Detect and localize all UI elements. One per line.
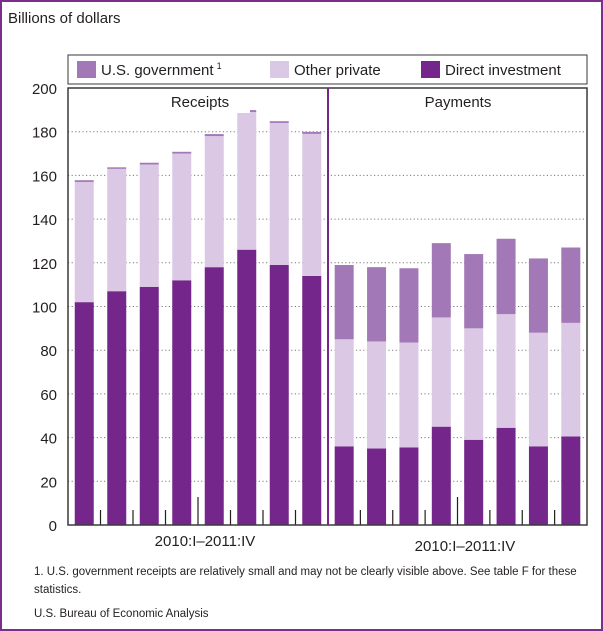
bar-other_private	[237, 112, 257, 250]
bar-direct_investment	[204, 267, 224, 525]
x-axis-label-payments: 2010:I–2011:IV	[415, 538, 516, 555]
y-axis-label: Billions of dollars	[8, 10, 121, 27]
panel-title-bg-receipts	[150, 91, 250, 113]
bar-direct_investment	[334, 446, 354, 525]
y-tick-label: 60	[40, 387, 57, 404]
legend-label-direct-investment: Direct investment	[445, 62, 562, 79]
y-tick-label: 20	[40, 474, 57, 491]
bar-direct_investment	[302, 275, 322, 525]
y-tick-labels: 0 20 40 60 80 100 120 140 160 180 200	[32, 81, 57, 535]
bar-direct_investment	[172, 280, 192, 525]
bar-other_private	[204, 136, 224, 268]
legend-label-us-government: U.S. government 1	[101, 61, 222, 79]
footnote: 1. U.S. government receipts are relative…	[34, 566, 577, 596]
y-tick-label: 100	[32, 300, 57, 317]
bar-other_private	[334, 339, 354, 447]
y-tick-label: 80	[40, 343, 57, 360]
legend: U.S. government 1 Other private Direct in…	[67, 54, 588, 85]
bar-other_private	[269, 122, 289, 265]
bar-direct_investment	[107, 291, 127, 525]
bar-direct_investment	[464, 439, 484, 525]
legend-superscript: 1	[217, 61, 222, 71]
bar-other_private	[367, 341, 387, 449]
bar-other_private	[302, 133, 322, 276]
y-tick-label: 40	[40, 431, 57, 448]
bar-other_private	[107, 168, 127, 292]
bar-us_government	[172, 151, 192, 154]
panel-title-receipts: Receipts	[171, 94, 229, 111]
legend-label-other-private: Other private	[294, 62, 381, 79]
bar-us_government	[107, 167, 127, 169]
y-tick-label: 120	[32, 256, 57, 273]
bar-other_private	[431, 317, 451, 427]
y-tick-label: 140	[32, 212, 57, 229]
bar-other_private	[496, 314, 516, 428]
bar-other_private	[74, 181, 94, 303]
bar-us_government	[399, 268, 419, 343]
bar-direct_investment	[399, 447, 419, 525]
bar-direct_investment	[269, 264, 289, 525]
bar-us_government	[367, 267, 387, 342]
bar-direct_investment	[561, 436, 581, 525]
y-tick-label: 180	[32, 125, 57, 142]
bar-other_private	[464, 328, 484, 440]
panel-title-payments: Payments	[425, 94, 492, 111]
panel-title-bg-payments	[410, 91, 510, 113]
bar-us_government	[528, 258, 548, 333]
bar-us_government	[561, 247, 581, 323]
bar-us_government	[431, 243, 451, 318]
bar-other_private	[139, 164, 159, 287]
bar-other_private	[528, 332, 548, 447]
bar-us_government	[139, 162, 159, 165]
bar-direct_investment	[139, 286, 159, 525]
y-tick-label: 160	[32, 168, 57, 185]
source-note: U.S. Bureau of Economic Analysis	[34, 608, 209, 620]
bar-us_government	[334, 264, 354, 340]
legend-swatch-other-private	[270, 61, 289, 78]
bar-other_private	[561, 322, 581, 437]
x-axis-label-receipts: 2010:I–2011:IV	[155, 533, 256, 550]
bars	[74, 110, 581, 525]
bar-direct_investment	[367, 448, 387, 525]
bar-direct_investment	[74, 302, 94, 525]
bar-us_government	[464, 254, 484, 329]
tick-marks	[99, 497, 556, 525]
bar-direct_investment	[496, 427, 516, 525]
legend-box	[67, 54, 588, 85]
bar-us_government	[74, 180, 94, 182]
bar-us_government	[204, 134, 224, 137]
bar-direct_investment	[431, 426, 451, 525]
bar-direct_investment	[237, 249, 257, 525]
legend-swatch-us-government	[77, 61, 96, 78]
bar-other_private	[172, 153, 192, 281]
bar-us_government	[269, 121, 289, 123]
legend-swatch-direct-investment	[421, 61, 440, 78]
y-tick-label: 0	[49, 518, 57, 535]
bar-us_government	[302, 131, 322, 134]
bar-direct_investment	[528, 446, 548, 525]
y-tick-label: 200	[32, 81, 57, 98]
bar-us_government	[496, 238, 516, 315]
bar-other_private	[399, 342, 419, 448]
